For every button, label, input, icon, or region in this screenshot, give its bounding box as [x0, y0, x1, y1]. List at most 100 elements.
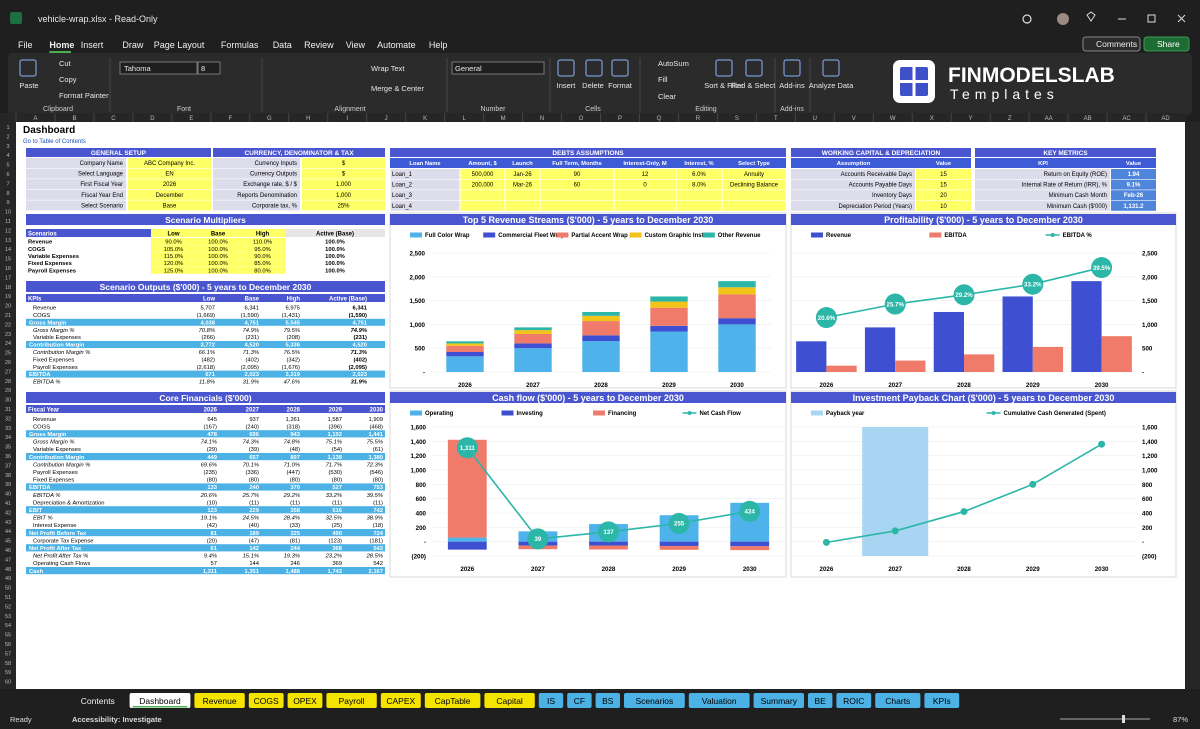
scrollbar[interactable]: [1186, 122, 1200, 689]
sheet-tab-label[interactable]: Scenarios: [635, 696, 673, 706]
ribbon-item[interactable]: Clear: [658, 92, 676, 101]
status-accessibility[interactable]: Accessibility: Investigate: [72, 715, 162, 724]
ribbon-item[interactable]: Wrap Text: [371, 64, 405, 73]
menu-tab[interactable]: Home: [49, 40, 74, 50]
avatar[interactable]: [1057, 13, 1069, 25]
bar: [933, 311, 964, 372]
ribbon-item[interactable]: Merge & Center: [371, 84, 424, 93]
row-header: 41: [5, 501, 11, 507]
label: 1,743: [327, 569, 342, 575]
ribbon-item[interactable]: Analyze Data: [809, 81, 854, 90]
sheet-tab-label[interactable]: Payroll: [339, 696, 365, 706]
label: (2,618): [197, 365, 215, 371]
label: 38.9%: [367, 516, 383, 522]
label: Base: [163, 203, 177, 209]
row-header: 30: [5, 398, 11, 404]
legend-label: EBITDA %: [1063, 233, 1093, 239]
menu-tab[interactable]: Review: [304, 40, 334, 50]
legend-label: Investing: [517, 411, 544, 417]
row-header: 7: [6, 181, 9, 187]
ribbon-item[interactable]: Paste: [19, 81, 38, 90]
ribbon-item[interactable]: Sort & Filter: [704, 81, 744, 90]
y-tick-label: 2,000: [1142, 274, 1158, 281]
ribbon-icon: [745, 59, 763, 77]
y-tick-label: 200: [1142, 525, 1153, 532]
sheet-tab-label[interactable]: CAPEX: [386, 696, 415, 706]
sheet-tab-label[interactable]: IS: [547, 696, 555, 706]
sheet-tab-label[interactable]: CapTable: [435, 696, 471, 706]
restore[interactable]: [1147, 14, 1156, 23]
label: (2,095): [241, 365, 259, 371]
section-title: Core Financials ($'000): [159, 393, 251, 403]
column-header: AB: [1084, 116, 1092, 122]
sheet-tab-label[interactable]: Summary: [761, 696, 798, 706]
sheet-tab-label[interactable]: BS: [602, 696, 614, 706]
y-tick-label: 1,500: [1142, 298, 1158, 305]
row-header: 16: [5, 266, 11, 272]
section-header: [975, 148, 1156, 157]
sheet-tab-label[interactable]: COGS: [254, 696, 279, 706]
cell: [390, 200, 460, 211]
label: 25.7%: [242, 493, 259, 499]
ribbon-item[interactable]: General: [455, 64, 482, 73]
menu-tab[interactable]: Draw: [122, 40, 144, 50]
menu-tab[interactable]: View: [346, 40, 366, 50]
sheet-tab-label[interactable]: Contents: [81, 696, 115, 706]
sheet-tab-label[interactable]: Dashboard: [139, 696, 181, 706]
row-header: 8: [6, 191, 9, 197]
menu-tab[interactable]: Automate: [377, 40, 416, 50]
ribbon-item[interactable]: AutoSum: [658, 59, 689, 68]
ribbon-item[interactable]: 8: [201, 64, 205, 73]
sheet-tab-label[interactable]: OPEX: [293, 696, 317, 706]
sheet-tab-label[interactable]: Charts: [885, 696, 910, 706]
label: Payroll Expenses: [33, 365, 78, 371]
sheet-tab-label[interactable]: Valuation: [702, 696, 737, 706]
x-tick-label: 2027: [888, 382, 902, 389]
ribbon-item[interactable]: Format Painter: [59, 91, 109, 100]
bar: [589, 541, 628, 546]
label: Select Scenario: [81, 203, 124, 209]
label: EBITDA: [29, 485, 51, 491]
legend-swatch: [687, 411, 692, 415]
sheet-tab-label[interactable]: Capital: [496, 696, 523, 706]
ribbon-item[interactable]: Insert: [557, 81, 577, 90]
x-tick-label: 2028: [602, 566, 616, 573]
menu-tab[interactable]: Page Layout: [154, 40, 205, 50]
sheet-tab: [808, 693, 833, 708]
ribbon-item[interactable]: Fill: [658, 75, 668, 84]
row-header: 43: [5, 520, 11, 526]
sheet-tab-label[interactable]: CF: [574, 696, 585, 706]
ribbon-item[interactable]: Copy: [59, 75, 77, 84]
ribbon-item[interactable]: Tahoma: [124, 64, 152, 73]
label: 6.0%: [692, 172, 706, 178]
ribbon-item[interactable]: Add-ins: [779, 81, 805, 90]
menu-tab[interactable]: Formulas: [221, 40, 259, 50]
toc-link[interactable]: Go to Table of Contents: [23, 139, 86, 145]
ribbon-item[interactable]: Find & Select: [731, 81, 777, 90]
sheet-tab-label[interactable]: ROIC: [843, 696, 864, 706]
column-header: T: [774, 116, 778, 122]
menu-tab[interactable]: Insert: [81, 40, 104, 50]
ribbon-item[interactable]: Cut: [59, 59, 72, 68]
sheet-tab-label[interactable]: KPIs: [933, 696, 951, 706]
diamond-icon[interactable]: [1086, 11, 1096, 22]
ribbon-item[interactable]: Format: [608, 81, 633, 90]
zoom-level[interactable]: 87%: [1173, 715, 1188, 724]
share-label[interactable]: Share: [1157, 39, 1180, 49]
sheet-tab: [287, 693, 323, 708]
ribbon-item[interactable]: Delete: [582, 81, 604, 90]
search-icon[interactable]: [1022, 14, 1032, 24]
column-header: N: [540, 116, 544, 122]
cell: [975, 190, 1110, 201]
y-tick-label: 1,400: [411, 439, 427, 446]
comments-label[interactable]: Comments: [1096, 39, 1137, 49]
sheet-tab-label[interactable]: BE: [815, 696, 827, 706]
y-tick-label: 1,500: [410, 298, 426, 305]
menu-tab[interactable]: File: [18, 40, 33, 50]
menu-tab[interactable]: Help: [429, 40, 448, 50]
label: (181): [369, 538, 383, 544]
menu-tab[interactable]: Data: [273, 40, 292, 50]
close[interactable]: [1177, 14, 1186, 23]
label: Gross Margin %: [33, 440, 75, 446]
sheet-tab-label[interactable]: Revenue: [203, 696, 237, 706]
